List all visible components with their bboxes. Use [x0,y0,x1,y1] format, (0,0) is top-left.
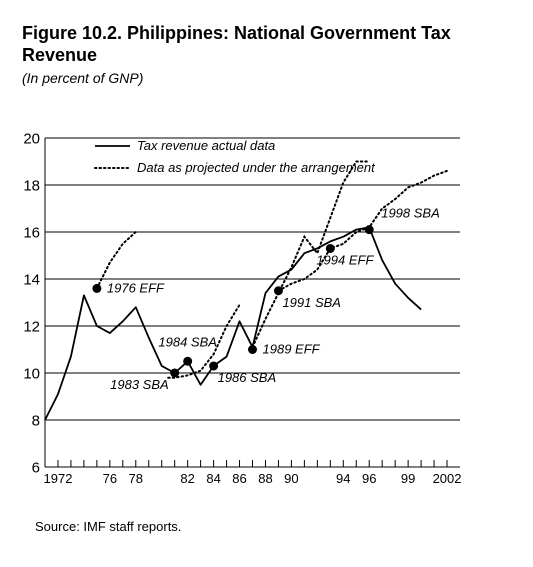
program-label-1976-eff: 1976 EFF [107,280,165,295]
y-tick-label-6: 6 [32,460,40,477]
y-tick-label-10: 10 [23,366,40,383]
series-layer [44,160,448,421]
program-marker-1986-sba [209,361,219,371]
y-tick-label-12: 12 [23,319,40,336]
series-line-projected-1 [95,231,137,290]
program-marker-1991-sba [273,286,283,296]
series-line-projected-3 [251,160,371,349]
program-marker-1994-eff [325,243,335,253]
x-tick-label-86: 86 [232,471,246,486]
y-tick-label-16: 16 [23,225,40,242]
program-marker-1976-eff [92,283,102,293]
program-label-1998-sba: 1998 SBA [381,206,440,221]
grid-lines [45,137,460,421]
program-label-1994-eff: 1994 EFF [316,252,374,267]
x-tick-label-96: 96 [362,471,376,486]
program-label-1991-sba: 1991 SBA [282,295,341,310]
program-marker-1983-sba [170,368,180,378]
series-line-projected-2 [167,303,241,379]
series-line-projected-4 [277,169,448,292]
axes: 6 8 10 12 14 16 18 20 1972 76 78 82 84 86 88 90 94 96 99 20… [23,131,461,487]
x-tick-label-88: 88 [258,471,272,486]
x-tick-label-84: 84 [206,471,220,486]
y-tick-label-18: 18 [23,178,40,195]
program-label-1984-sba: 1984 SBA [158,334,217,349]
x-tick-label-76: 76 [103,471,117,486]
program-marker-1998-sba [364,225,374,235]
source-note: Source: IMF staff reports. [35,519,182,534]
program-label-1989-eff: 1989 EFF [263,342,321,357]
y-tick-label-8: 8 [32,413,40,430]
program-label-1986-sba: 1986 SBA [218,370,277,385]
chart-subtitle: (In percent of GNP) [22,70,144,86]
markers-layer: 1976 EFF 1983 SBA 1984 SBA 1986 SBA 1989 EFF… [92,206,440,392]
legend-label-projected: Data as projected under the arrangement [137,160,376,175]
x-tick-label-94: 94 [336,471,350,486]
legend: Tax revenue actual data Data as projected… [94,138,376,175]
chart-title: Figure 10.2. Philippines: National Gover… [22,23,451,65]
x-tick-label-90: 90 [284,471,298,486]
y-tick-label-14: 14 [23,272,40,289]
legend-label-actual: Tax revenue actual data [137,138,275,153]
program-label-1983-sba: 1983 SBA [110,377,169,392]
x-tick-label-82: 82 [180,471,194,486]
x-tick-label-2002: 2002 [433,471,462,486]
series-line-actual [44,226,422,421]
x-tick-label-78: 78 [129,471,143,486]
y-tick-label-20: 20 [23,131,40,148]
program-marker-1989-eff [248,345,257,354]
x-tick-label-1972: 1972 [44,471,73,486]
program-marker-1984-sba [183,356,193,366]
x-tick-label-99: 99 [401,471,415,486]
